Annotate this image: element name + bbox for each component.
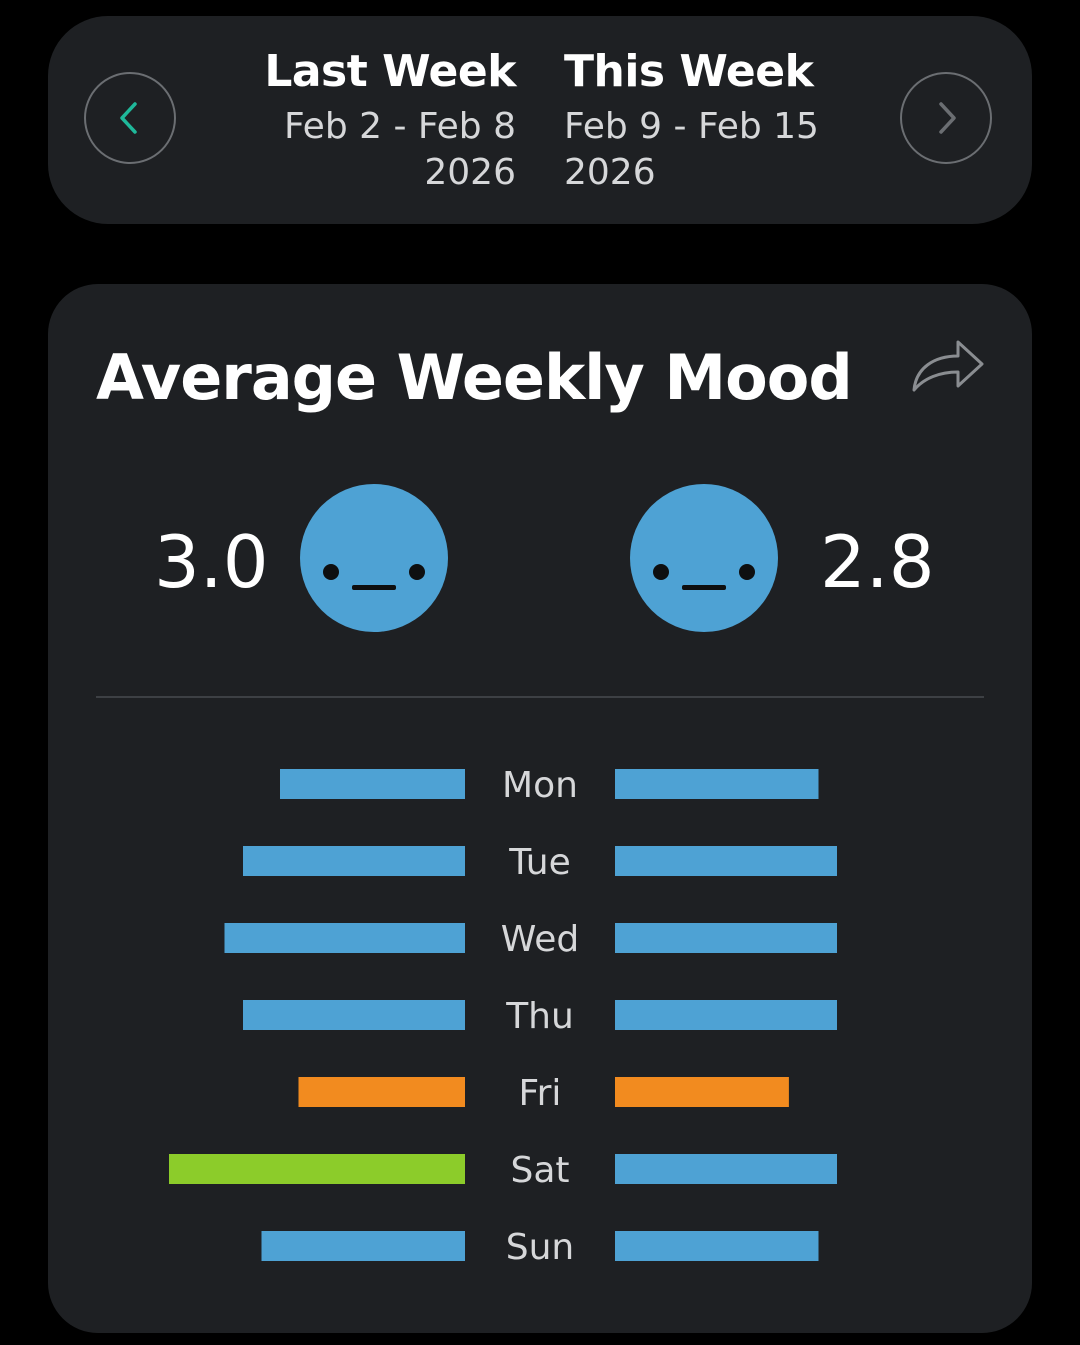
day-label-mon: Mon xyxy=(502,765,578,806)
last-week-column: Last Week Feb 2 - Feb 8 2026 xyxy=(264,46,516,196)
day-label-thu: Thu xyxy=(505,996,574,1037)
day-label-fri: Fri xyxy=(519,1073,562,1114)
next-week-button[interactable] xyxy=(900,72,992,164)
average-weekly-mood-card: Average Weekly Mood 3.0 2.8 Mon Tue Wed Thu… xyxy=(48,284,1032,1333)
day-label-tue: Tue xyxy=(508,842,571,883)
week-selector: Last Week Feb 2 - Feb 8 2026 This Week F… xyxy=(48,16,1032,224)
this-week-bar-fri xyxy=(615,1077,789,1107)
last-week-range: Feb 2 - Feb 8 xyxy=(283,106,516,147)
last-week-bar-fri xyxy=(298,1077,465,1107)
last-week-title: Last Week xyxy=(264,46,516,97)
this-week-range: Feb 9 - Feb 15 xyxy=(564,106,819,147)
this-week-bar-wed xyxy=(615,923,837,953)
last-week-bar-mon xyxy=(280,769,465,799)
last-week-bar-sun xyxy=(261,1231,465,1261)
neutral-face-icon xyxy=(630,484,778,632)
this-week-bar-sun xyxy=(615,1231,819,1261)
last-week-bar-thu xyxy=(243,1000,465,1030)
last-week-score: 3.0 xyxy=(154,520,269,604)
this-week-column: This Week Feb 9 - Feb 15 2026 xyxy=(564,46,819,196)
last-week-year: 2026 xyxy=(424,152,516,193)
chevron-right-icon xyxy=(939,102,956,134)
day-label-sun: Sun xyxy=(506,1227,574,1268)
share-button[interactable] xyxy=(908,332,988,402)
this-week-bar-tue xyxy=(615,846,837,876)
previous-week-button[interactable] xyxy=(84,72,176,164)
last-week-bar-sat xyxy=(169,1154,465,1184)
daily-mood-chart: Mon Tue Wed Thu Fri Sat Sun xyxy=(169,765,837,1268)
this-week-bar-mon xyxy=(615,769,819,799)
day-label-sat: Sat xyxy=(510,1150,569,1191)
this-week-score: 2.8 xyxy=(820,520,935,604)
day-label-wed: Wed xyxy=(501,919,580,960)
last-week-bar-wed xyxy=(224,923,465,953)
this-week-bar-thu xyxy=(615,1000,837,1030)
this-week-year: 2026 xyxy=(564,152,656,193)
chevron-left-icon xyxy=(120,102,137,134)
share-icon xyxy=(912,340,984,392)
this-week-bar-sat xyxy=(615,1154,837,1184)
last-week-bar-tue xyxy=(243,846,465,876)
neutral-face-icon xyxy=(300,484,448,632)
card-title: Average Weekly Mood xyxy=(96,341,853,414)
this-week-title: This Week xyxy=(564,46,814,97)
divider xyxy=(96,696,984,698)
